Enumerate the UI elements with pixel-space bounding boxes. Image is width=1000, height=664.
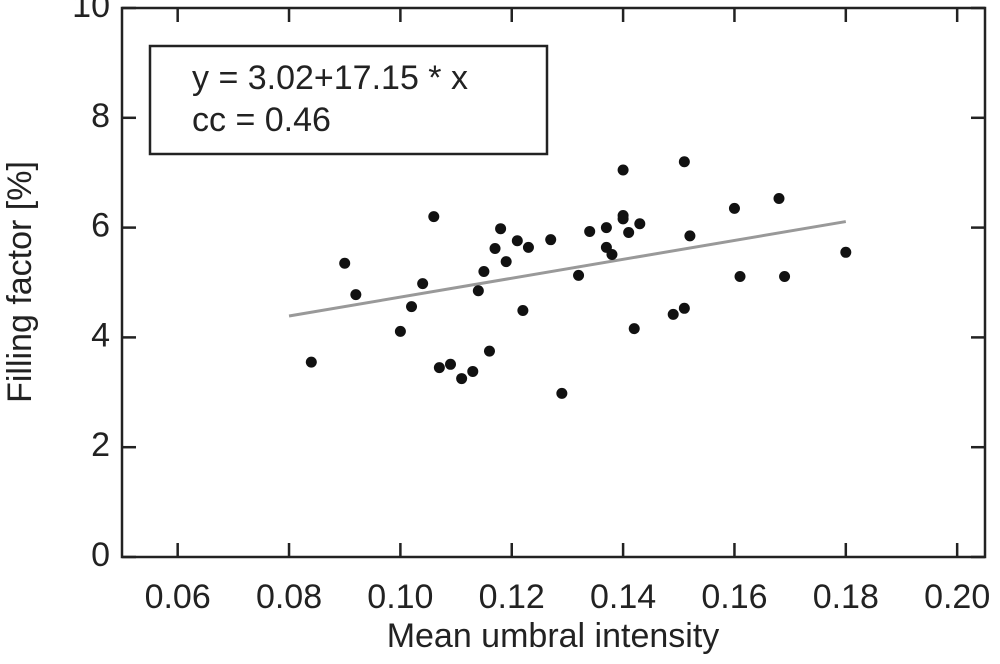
- x-tick-label: 0.08: [256, 578, 322, 616]
- x-tick-label: 0.14: [590, 578, 656, 616]
- plot-frame: [120, 6, 987, 559]
- scatter-point: [779, 270, 791, 282]
- scatter-point: [467, 365, 479, 377]
- scatter-point: [617, 213, 629, 225]
- y-tick-label: 4: [91, 316, 110, 354]
- annotation: y = 3.02+17.15 * x: [192, 59, 468, 97]
- scatter-point: [428, 211, 440, 223]
- scatter-point: [472, 285, 484, 297]
- scatter-point: [517, 304, 529, 316]
- scatter-point: [573, 269, 585, 281]
- x-tick-label: 0.20: [924, 578, 990, 616]
- scatter-point: [511, 235, 523, 247]
- scatter-point: [406, 301, 418, 313]
- scatter-point: [417, 278, 429, 290]
- y-tick-label: 2: [91, 426, 110, 464]
- scatter-point: [840, 246, 852, 258]
- x-tick-label: 0.18: [813, 578, 879, 616]
- scatter-point: [628, 323, 640, 335]
- scatter-point: [623, 227, 635, 239]
- scatter-point: [489, 242, 501, 254]
- scatter-point: [734, 270, 746, 282]
- x-tick-label: 0.16: [701, 578, 767, 616]
- x-tick-label: 0.06: [145, 578, 211, 616]
- scatter-point: [433, 362, 445, 374]
- y-tick-label: 0: [91, 536, 110, 574]
- scatter-point: [556, 387, 568, 399]
- x-axis-label: Mean umbral intensity: [387, 617, 720, 655]
- x-tick-label: 0.12: [479, 578, 545, 616]
- scatter-point: [545, 234, 557, 246]
- y-axis-label: Filling factor [%]: [1, 161, 39, 403]
- scatter-point: [444, 358, 456, 370]
- scatter-point: [678, 302, 690, 314]
- scatter-point: [584, 225, 596, 237]
- scatter-point: [600, 222, 612, 234]
- scatter-point: [478, 266, 490, 278]
- scatter-point: [456, 373, 468, 385]
- scatter-point: [684, 230, 696, 242]
- y-tick-label: 6: [91, 207, 110, 245]
- scatter-point: [522, 241, 534, 253]
- scatter-point: [667, 308, 679, 320]
- scatter-point: [495, 223, 507, 235]
- y-tick-label: 10: [72, 0, 110, 25]
- annotation: cc = 0.46: [192, 101, 331, 139]
- scatter-point: [339, 257, 351, 269]
- scatter-point: [394, 325, 406, 337]
- scatter-point: [606, 249, 618, 261]
- scatter-point: [483, 345, 495, 357]
- scatter-point: [350, 289, 362, 301]
- annotation-box: [148, 44, 549, 156]
- scatter-point: [773, 193, 785, 205]
- fit-line: [288, 220, 847, 318]
- x-tick-label: 0.10: [367, 578, 433, 616]
- scatter-point: [500, 256, 512, 268]
- scatter-point: [617, 164, 629, 176]
- scatter-point: [728, 202, 740, 214]
- scatter-point: [634, 218, 646, 230]
- y-tick-label: 8: [91, 97, 110, 135]
- scatter-point: [305, 356, 317, 368]
- scatter-point: [678, 156, 690, 168]
